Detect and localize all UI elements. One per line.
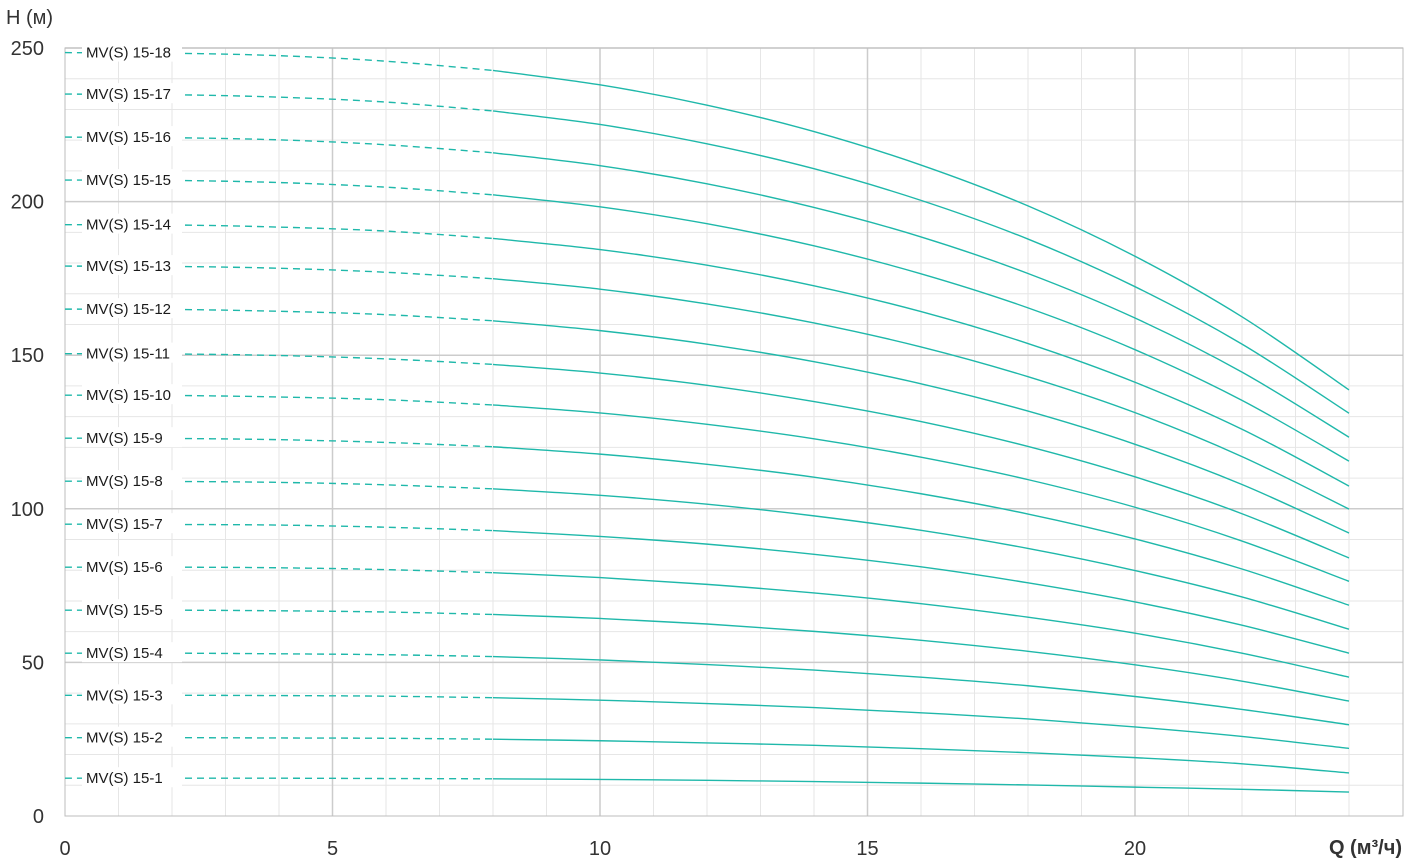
series-label-background: [82, 684, 182, 705]
series-label-background: [82, 427, 182, 448]
y-tick-label: 100: [11, 499, 44, 521]
x-tick-label: 0: [59, 838, 70, 860]
series-label: MV(S) 15-15: [86, 172, 171, 189]
x-axis-title: Q (м³/ч): [1329, 837, 1402, 859]
series-label: MV(S) 15-12: [86, 301, 171, 318]
series-label: MV(S) 15-10: [86, 387, 171, 404]
series-label: MV(S) 15-3: [86, 687, 163, 704]
series-label-background: [82, 255, 182, 276]
series-layer: [64, 51, 1350, 793]
series-line-solid: [492, 152, 1350, 438]
series-line-solid: [492, 278, 1350, 510]
series-label: MV(S) 15-7: [86, 516, 163, 533]
minor-grid: [65, 48, 1403, 816]
series-line-solid: [492, 697, 1350, 750]
x-tick-label: 5: [327, 838, 338, 860]
series-label-background: [82, 556, 182, 577]
x-tick-label: 10: [589, 838, 611, 860]
series-line-solid: [492, 572, 1350, 678]
x-tick-label: 20: [1124, 838, 1146, 860]
series-labels: MV(S) 15-1 MV(S) 15-2 MV(S) 15-3 MV(S) 15-4…: [82, 41, 182, 788]
series-label: MV(S) 15-13: [86, 258, 171, 275]
series-label: MV(S) 15-6: [86, 559, 163, 576]
series-label: MV(S) 15-11: [86, 346, 170, 363]
series-label: MV(S) 15-17: [86, 86, 171, 103]
series-label-background: [82, 126, 182, 147]
series-line-solid: [492, 738, 1350, 774]
x-tick-label: 15: [856, 838, 878, 860]
series-line-solid: [492, 446, 1350, 606]
series-label: MV(S) 15-4: [86, 645, 163, 662]
plot-frame: [64, 47, 1404, 817]
y-axis-title: H (м): [6, 7, 53, 29]
series-label: MV(S) 15-1: [86, 770, 163, 787]
y-tick-label: 50: [22, 652, 44, 674]
series-label-background: [82, 513, 182, 534]
series-label: MV(S) 15-18: [86, 45, 171, 62]
series-label-background: [82, 384, 182, 405]
major-grid: [65, 47, 1403, 816]
series-label: MV(S) 15-2: [86, 730, 163, 747]
series-label: MV(S) 15-8: [86, 473, 163, 490]
series-label-background: [82, 599, 182, 620]
series-label: MV(S) 15-5: [86, 602, 163, 619]
series-label-background: [82, 726, 182, 747]
series-label: MV(S) 15-14: [86, 217, 171, 234]
series-line-solid: [492, 194, 1350, 462]
series-line-solid: [492, 529, 1350, 654]
series-label: MV(S) 15-16: [86, 129, 171, 146]
series-line-solid: [492, 613, 1350, 702]
series-label-background: [82, 298, 182, 319]
y-tick-label: 150: [11, 345, 44, 367]
series-label: MV(S) 15-9: [86, 430, 163, 447]
series-line-solid: [492, 488, 1350, 630]
y-tick-label: 0: [33, 806, 44, 828]
series-line-solid: [492, 69, 1350, 391]
series-line-solid: [492, 655, 1350, 726]
series-label-background: [82, 342, 182, 363]
series-line-solid: [492, 110, 1350, 414]
series-label-background: [82, 767, 182, 788]
series-label-background: [82, 41, 182, 62]
series-line-solid: [492, 237, 1350, 487]
series-label-background: [82, 642, 182, 663]
y-tick-label: 250: [11, 38, 44, 60]
series-label-background: [82, 213, 182, 234]
series-line-solid: [492, 363, 1350, 559]
series-line-solid: [492, 320, 1350, 534]
series-label-background: [82, 169, 182, 190]
series-line-solid: [492, 778, 1350, 793]
y-tick-label: 200: [11, 192, 44, 214]
axes: [64, 47, 1404, 817]
series-line-solid: [492, 404, 1350, 582]
series-label-background: [82, 83, 182, 104]
series-label-background: [82, 470, 182, 491]
